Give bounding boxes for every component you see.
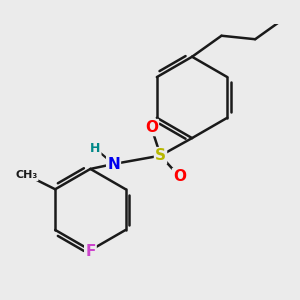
Text: O: O — [173, 169, 186, 184]
Text: H: H — [90, 142, 101, 155]
Text: S: S — [155, 148, 166, 163]
Text: CH₃: CH₃ — [15, 170, 38, 180]
Text: O: O — [145, 120, 158, 135]
Text: N: N — [107, 157, 120, 172]
Text: F: F — [85, 244, 96, 259]
